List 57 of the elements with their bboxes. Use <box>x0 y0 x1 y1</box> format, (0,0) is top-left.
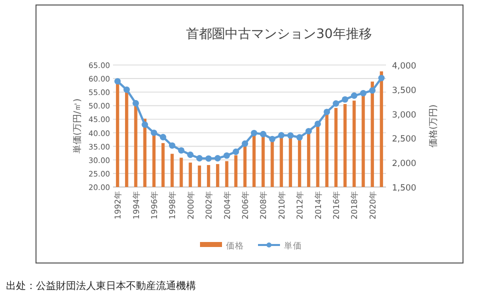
x-tick-label: 2014年 <box>314 191 323 220</box>
point <box>314 120 321 128</box>
point <box>114 78 121 84</box>
x-tick-label: 2008年 <box>259 191 268 220</box>
point <box>187 152 194 158</box>
legend-label: 価格 <box>226 240 244 252</box>
point <box>350 92 358 99</box>
point <box>214 155 221 162</box>
point <box>360 90 366 96</box>
point <box>224 152 230 159</box>
point <box>278 132 285 138</box>
x-tick-label: 1996年 <box>150 191 159 220</box>
point <box>250 130 258 136</box>
point <box>142 121 148 128</box>
point <box>196 155 203 162</box>
x-tick-label: 2000年 <box>186 191 196 220</box>
x-tick-label: 2010年 <box>277 191 286 220</box>
y2-tick-label: 2,000 <box>392 159 416 170</box>
point <box>287 132 294 139</box>
point <box>123 86 130 93</box>
x-tick-label: 2016年 <box>332 191 341 220</box>
x-tick-label: 2006年 <box>240 191 250 220</box>
point <box>324 108 330 116</box>
point <box>168 142 176 149</box>
x-tick-label: 2012年 <box>296 191 305 220</box>
point <box>332 100 340 107</box>
point <box>269 136 276 142</box>
point <box>160 134 166 140</box>
text: 出处：公益財団法人東日本不動産流通機構 <box>6 280 196 292</box>
x-tick-label: 1992年 <box>114 191 123 220</box>
point <box>378 74 385 82</box>
point <box>150 130 158 136</box>
point <box>260 130 266 138</box>
y2-axis-title: 価格(万円) <box>428 104 439 148</box>
y2-tick-label: 4,000 <box>392 62 416 72</box>
y-axis-title: 単価(万円/㎡) <box>72 98 83 154</box>
chart-title: 首都圏中古マンション30年推移 <box>186 27 372 42</box>
x-tick-label: 2020年 <box>368 191 378 220</box>
x-tick-label: 1994年 <box>132 191 141 220</box>
point <box>205 155 212 162</box>
point <box>232 148 240 155</box>
point <box>305 128 312 134</box>
y2-tick-label: 3,500 <box>392 86 416 96</box>
y2-tick-label: 3,000 <box>392 110 416 120</box>
point <box>178 147 184 154</box>
point <box>242 140 248 147</box>
x-tick-label: 2018年 <box>350 191 360 220</box>
point <box>132 100 139 106</box>
y2-tick-label: 2,500 <box>392 134 416 145</box>
point <box>296 134 303 141</box>
x-tick-label: 2004年 <box>222 191 232 220</box>
point <box>342 96 348 103</box>
legend-label: 単価 <box>284 240 302 252</box>
x-tick-label: 2002年 <box>204 191 214 220</box>
point <box>369 87 376 94</box>
x-tick-label: 1998年 <box>168 191 178 220</box>
y2-tick-label: 1,500 <box>392 184 416 194</box>
